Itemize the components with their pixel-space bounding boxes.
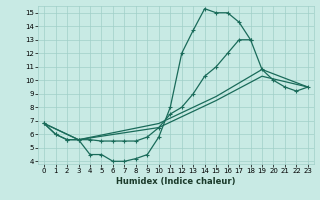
- X-axis label: Humidex (Indice chaleur): Humidex (Indice chaleur): [116, 177, 236, 186]
